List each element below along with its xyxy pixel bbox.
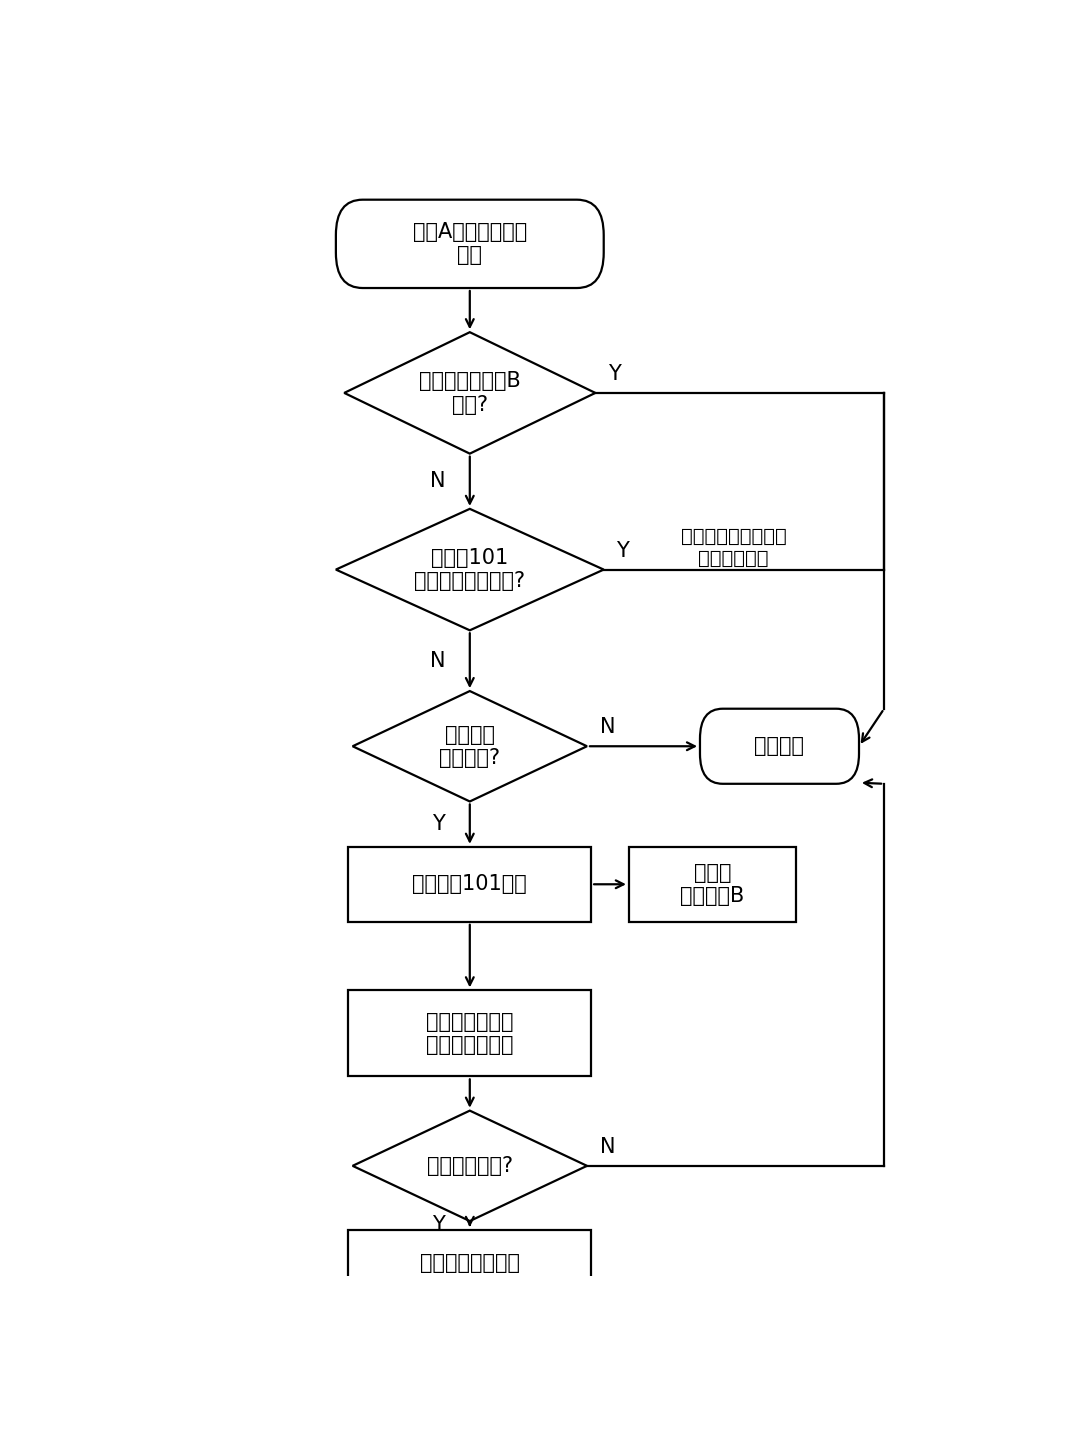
Text: 同步到
防误主机B: 同步到 防误主机B	[680, 863, 744, 906]
Text: Y: Y	[608, 364, 621, 384]
Text: N: N	[599, 1137, 615, 1157]
Text: N: N	[430, 651, 446, 671]
Polygon shape	[352, 1110, 588, 1222]
Text: 主机A就地防误操作
开始: 主机A就地防误操作 开始	[413, 222, 527, 265]
Polygon shape	[352, 691, 588, 802]
Bar	[629, 846, 796, 922]
Text: 是否被防误主机B
锁定?: 是否被防误主机B 锁定?	[419, 371, 521, 414]
Bar	[349, 991, 591, 1077]
Text: 操作权被主站锁定，
子站禁止操作: 操作权被主站锁定， 子站禁止操作	[680, 528, 786, 568]
Polygon shape	[336, 509, 604, 631]
FancyBboxPatch shape	[700, 708, 859, 784]
Text: 解锁遥控闭锁或
持钥匙就地操作: 解锁遥控闭锁或 持钥匙就地操作	[426, 1012, 514, 1055]
Text: 解锁是否成功?: 解锁是否成功?	[427, 1156, 513, 1176]
Text: 监控后台遥控操作: 监控后台遥控操作	[420, 1253, 519, 1273]
Bar	[349, 846, 591, 922]
Text: 是否有101
相关联的远方操作?: 是否有101 相关联的远方操作?	[415, 548, 525, 591]
Bar	[349, 1230, 591, 1296]
Text: 子站锁定101设备: 子站锁定101设备	[413, 875, 527, 895]
Text: N: N	[599, 717, 615, 737]
Text: Y: Y	[432, 1216, 445, 1236]
Text: N: N	[430, 472, 446, 492]
Polygon shape	[345, 333, 595, 453]
Text: Y: Y	[432, 815, 445, 835]
FancyBboxPatch shape	[336, 199, 604, 288]
Text: 是否通过
防误逻辑?: 是否通过 防误逻辑?	[440, 724, 500, 767]
Text: Y: Y	[617, 541, 630, 561]
Text: 中止操作: 中止操作	[755, 736, 805, 756]
